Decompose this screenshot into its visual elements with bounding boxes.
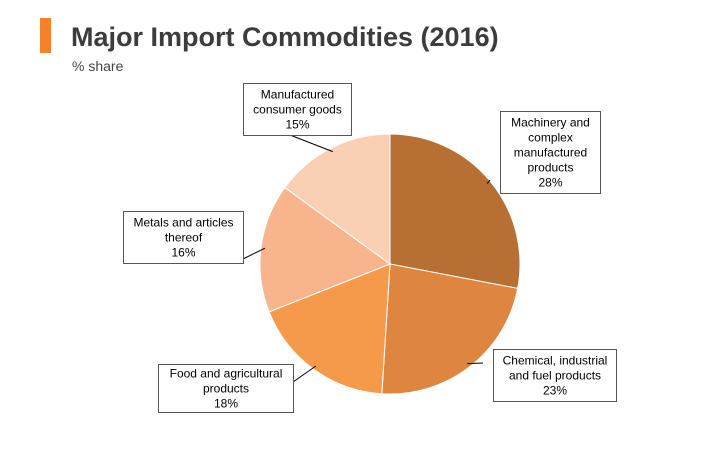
slice-value-label: 15%	[285, 118, 309, 132]
callout-leader-line	[486, 179, 491, 184]
callout-box	[158, 364, 294, 413]
pie-slice	[259, 186, 392, 313]
slice-value-label: 23%	[543, 384, 567, 398]
callout-box	[493, 349, 617, 402]
callout-leader-line	[242, 247, 266, 260]
chart-title: Major Import Commodities (2016)	[71, 22, 499, 52]
title-accent-bar	[40, 18, 51, 53]
pie-slice	[389, 133, 521, 289]
pie-slices	[259, 133, 521, 395]
callout-box	[243, 83, 352, 136]
pie-slice	[381, 263, 519, 395]
slice-category-label: consumer goods	[253, 103, 342, 117]
slice-category-label: manufactured	[514, 146, 587, 160]
slice-category-label: Metals and articles	[133, 216, 233, 230]
callout-box	[500, 111, 601, 194]
slice-category-label: Food and agricultural	[170, 367, 283, 381]
callout-leader-line	[289, 134, 333, 153]
slice-category-label: thereof	[165, 231, 203, 245]
callout-box	[123, 211, 244, 264]
pie-slice	[284, 133, 391, 265]
slice-callout: Machinery andcomplexmanufacturedproducts…	[486, 111, 601, 194]
slice-category-label: Manufactured	[261, 88, 334, 102]
slice-category-label: Chemical, industrial	[503, 354, 608, 368]
slice-category-label: products	[527, 161, 573, 175]
pie-slice	[268, 263, 391, 395]
slice-category-label: products	[203, 382, 249, 396]
slice-value-label: 28%	[538, 176, 562, 190]
slice-category-label: and fuel products	[509, 369, 601, 383]
slice-category-label: complex	[528, 131, 573, 145]
slice-value-label: 18%	[214, 397, 238, 411]
slice-value-label: 16%	[171, 246, 195, 260]
callout-leader-line	[467, 362, 484, 365]
callout-leader-line	[292, 365, 317, 383]
chart-subtitle: % share	[72, 58, 124, 74]
slice-category-label: Machinery and	[511, 116, 590, 130]
